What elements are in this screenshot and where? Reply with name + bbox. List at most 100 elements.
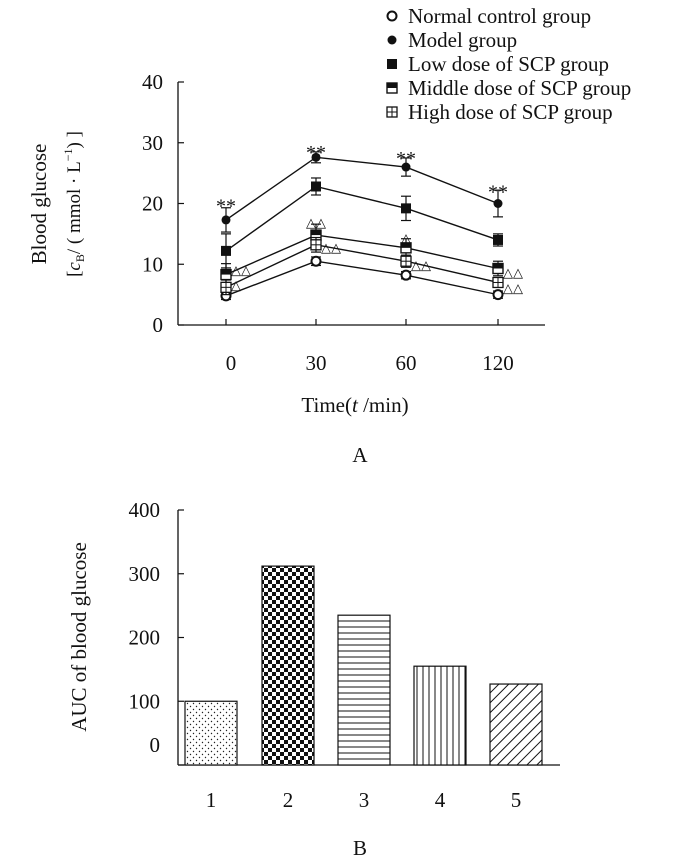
chart-b: 0 100 200 300 400 1 2 3 4 5 AUC of blood glucose… xyxy=(67,498,560,860)
chart-a-legend-marker xyxy=(386,106,398,118)
chart-b-bar xyxy=(184,700,238,766)
chart-a-point xyxy=(492,289,504,301)
chart-a-point xyxy=(400,269,412,281)
chart-a-point xyxy=(221,245,231,256)
chart-a-series-line xyxy=(225,156,499,221)
chart-a-significance-triangles: △ xyxy=(401,231,411,246)
chart-a-point xyxy=(310,239,322,251)
ylabel-end: ) ] xyxy=(64,131,85,148)
chart-a-series xyxy=(220,255,504,302)
chart-b-ytick-label: 300 xyxy=(129,562,161,586)
chart-a-significance-stars: ** xyxy=(488,181,508,203)
chart-a-point xyxy=(220,281,232,293)
chart-a-legend-marker-shape xyxy=(387,35,397,45)
chart-a-point xyxy=(311,152,321,162)
chart-a-series xyxy=(220,223,504,287)
chart-b-xtick-label: 1 xyxy=(206,788,217,812)
chart-a-legend-marker-shape xyxy=(387,59,397,69)
panel-label-b: B xyxy=(353,836,367,860)
chart-a-point xyxy=(400,242,412,254)
chart-b-ylabel: AUC of blood glucose xyxy=(67,542,91,732)
chart-a-legend-marker xyxy=(387,35,397,45)
chart-a-legend-item: Normal control group xyxy=(386,4,591,28)
chart-a-point-shape xyxy=(310,255,322,267)
chart-a-legend-marker xyxy=(386,82,398,94)
chart-b-ytick-label: 100 xyxy=(129,689,161,713)
chart-a-point xyxy=(311,181,321,192)
chart-a-significance-triangles: △△ xyxy=(306,215,326,230)
chart-a-significance-triangles: △△ xyxy=(321,240,341,255)
chart-b-xtick-label: 5 xyxy=(511,788,522,812)
chart-a-significance-stars: ** xyxy=(216,195,236,217)
chart-a-point-shape xyxy=(311,152,321,162)
chart-a-ylabel-line2: [cB/ ( mmol · L−1) ] xyxy=(61,131,87,277)
chart-a-point xyxy=(221,215,231,225)
chart-a-point-shape xyxy=(400,269,412,281)
chart-b-ytick-label: 200 xyxy=(129,626,161,650)
chart-a-series xyxy=(221,177,503,269)
chart-a-series-line xyxy=(225,185,499,252)
xlabel-prefix: Time( xyxy=(301,393,352,417)
chart-a-legend-marker-shape-fill xyxy=(387,83,397,88)
chart-a-point xyxy=(493,234,503,245)
chart-a-xlabel: Time(t /min) xyxy=(301,393,408,417)
chart-a-legend-label: Normal control group xyxy=(408,4,591,28)
panel-label-a: A xyxy=(352,443,368,467)
chart-a-point-shape xyxy=(401,162,411,172)
chart-a-significance-stars: ** xyxy=(306,142,326,164)
chart-a-point xyxy=(400,255,412,267)
chart-b-bar xyxy=(489,683,543,766)
ylabel-prefix: [ xyxy=(64,271,85,277)
chart-a-series xyxy=(221,151,503,233)
chart-a-point-shape xyxy=(492,289,504,301)
xlabel-var: t xyxy=(352,393,359,417)
chart-b-xtick-label: 2 xyxy=(283,788,294,812)
chart-a-point-shape xyxy=(401,203,411,214)
chart-a-point-shape xyxy=(493,199,503,208)
chart-a-legend-label: High dose of SCP group xyxy=(408,100,613,124)
chart-a-xtick-label: 60 xyxy=(396,351,417,375)
chart-a-point xyxy=(492,262,504,275)
chart-a-legend-item: Model group xyxy=(387,28,517,52)
ylabel-rest: / ( mmol · L xyxy=(64,161,85,254)
chart-a-legend-marker xyxy=(386,10,398,22)
chart-a-legend-label: Model group xyxy=(408,28,517,52)
chart-a-ytick-label: 40 xyxy=(142,70,163,94)
chart-a-legend-item: High dose of SCP group xyxy=(386,100,613,124)
ylabel-var: c xyxy=(64,262,85,271)
chart-b-bar xyxy=(413,665,467,766)
chart-a-xtick-label: 120 xyxy=(482,351,514,375)
chart-a-point-shape xyxy=(493,234,503,245)
chart-b-ytick-label: 0 xyxy=(150,733,161,757)
chart-a-ytick-label: 20 xyxy=(142,192,163,216)
chart-a-legend-marker xyxy=(387,59,397,69)
chart-a-ytick-label: 30 xyxy=(142,131,163,155)
chart-a-legend-label: Low dose of SCP group xyxy=(408,52,609,76)
xlabel-suffix: /min) xyxy=(358,393,409,417)
chart-a-xtick-label: 0 xyxy=(226,351,237,375)
chart-a-series-line xyxy=(225,234,499,276)
chart-a-ytick-label: 0 xyxy=(153,313,164,337)
chart-a-significance-triangles: △ xyxy=(231,278,241,293)
chart-a-legend-label: Middle dose of SCP group xyxy=(408,76,631,100)
chart-a-point-shape xyxy=(221,215,231,225)
chart-a-legend-item: Low dose of SCP group xyxy=(387,52,609,76)
chart-a-point-shape-fill xyxy=(221,269,231,275)
chart-a-significance-triangles: △△ xyxy=(503,265,523,280)
chart-a-point-shape-fill xyxy=(493,263,503,269)
chart-a-legend-marker-shape xyxy=(386,10,398,22)
chart-a-point xyxy=(401,162,411,172)
chart-a-point xyxy=(220,268,232,281)
chart-a-significance-triangles: △△ xyxy=(411,257,431,272)
chart-a-significance-triangles: △△ xyxy=(503,281,523,296)
chart-a-legend-item: Middle dose of SCP group xyxy=(386,76,631,100)
chart-a-point xyxy=(401,203,411,214)
chart-a-series-line xyxy=(225,260,499,297)
chart-a-point-shape-fill xyxy=(401,242,411,248)
chart-b-bar xyxy=(337,614,391,766)
chart-a-ytick-label: 10 xyxy=(142,252,163,276)
chart-a-point xyxy=(493,199,503,208)
chart-a-ylabel-line1: Blood glucose xyxy=(27,144,51,265)
